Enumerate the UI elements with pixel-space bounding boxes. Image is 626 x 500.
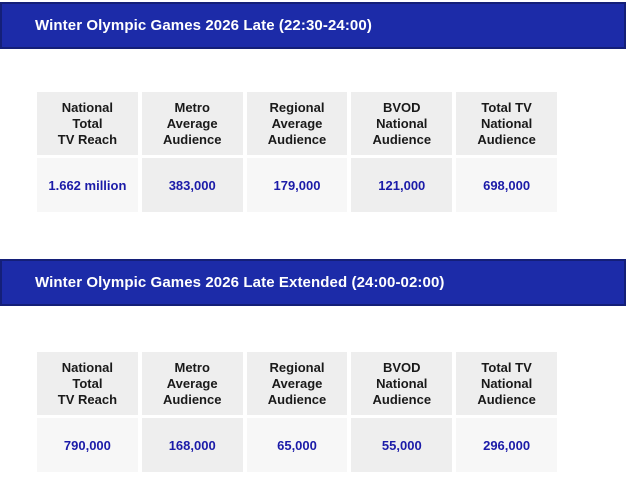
table-1-value-metro-average-audience: 383,000: [141, 158, 243, 212]
section-1-header-bar: Winter Olympic Games 2026 Late (22:30-24…: [0, 2, 626, 49]
table-1-value-regional-average-audience: 179,000: [246, 158, 348, 212]
table-2-header-bvod-national-audience: BVOD National Audience: [351, 352, 453, 415]
table-1-header-total-tv-national-audience: Total TV National Audience: [456, 92, 557, 155]
audience-table-1: National Total TV Reach Metro Average Au…: [37, 92, 557, 212]
table-2-value-metro-average-audience: 168,000: [141, 418, 243, 472]
table-1-value-bvod-national-audience: 121,000: [351, 158, 453, 212]
audience-table-2: National Total TV Reach Metro Average Au…: [37, 352, 557, 472]
section-2-header-bar: Winter Olympic Games 2026 Late Extended …: [0, 259, 626, 306]
table-2-header-national-total-tv-reach: National Total TV Reach: [37, 352, 138, 415]
table-2-value-regional-average-audience: 65,000: [246, 418, 348, 472]
table-1-value-national-total-tv-reach: 1.662 million: [37, 158, 138, 212]
table-2-value-bvod-national-audience: 55,000: [351, 418, 453, 472]
table-1-header-bvod-national-audience: BVOD National Audience: [351, 92, 453, 155]
section-2-title: Winter Olympic Games 2026 Late Extended …: [35, 274, 445, 291]
table-2-header-metro-average-audience: Metro Average Audience: [141, 352, 243, 415]
table-2-header-regional-average-audience: Regional Average Audience: [246, 352, 348, 415]
table-2-value-national-total-tv-reach: 790,000: [37, 418, 138, 472]
table-1-header-metro-average-audience: Metro Average Audience: [141, 92, 243, 155]
table-1-value-total-tv-national-audience: 698,000: [456, 158, 557, 212]
table-2-value-total-tv-national-audience: 296,000: [456, 418, 557, 472]
table-1-header-regional-average-audience: Regional Average Audience: [246, 92, 348, 155]
table-2-header-total-tv-national-audience: Total TV National Audience: [456, 352, 557, 415]
section-1-title: Winter Olympic Games 2026 Late (22:30-24…: [35, 17, 372, 34]
table-1-header-national-total-tv-reach: National Total TV Reach: [37, 92, 138, 155]
